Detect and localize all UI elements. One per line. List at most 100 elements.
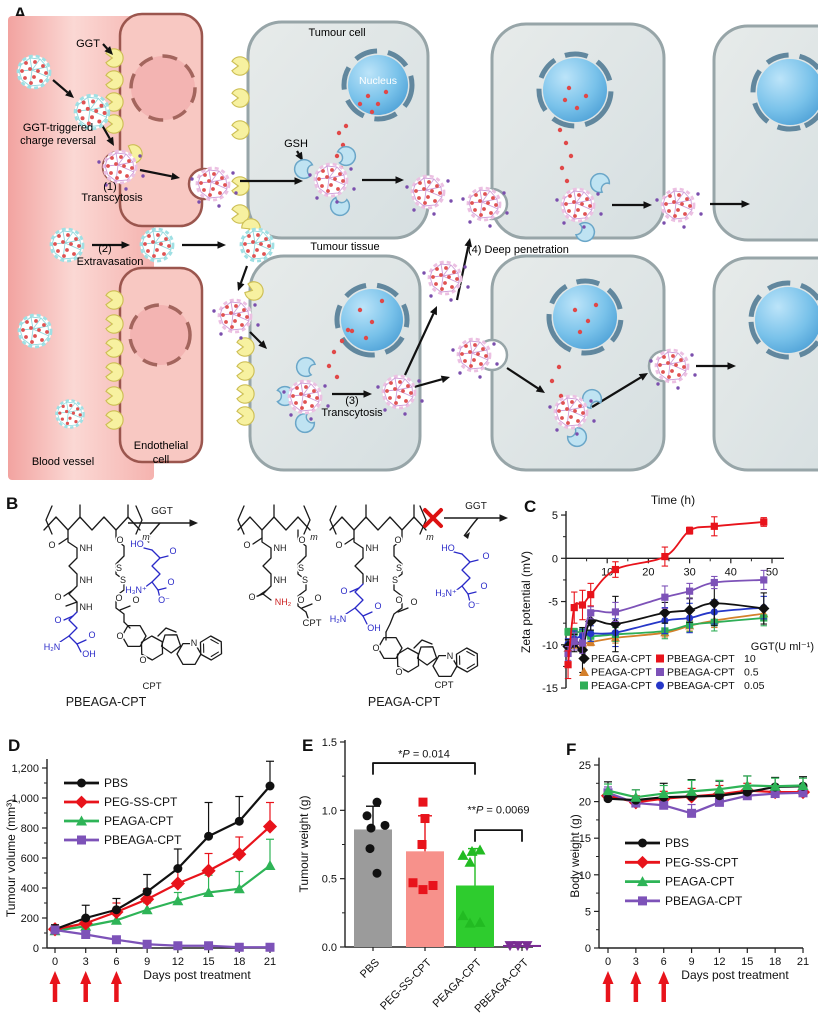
x-category-label: PBS — [358, 957, 382, 981]
flow-arrow — [296, 150, 300, 155]
atom-label: O — [243, 540, 250, 550]
atom-label: O — [314, 593, 321, 603]
data-marker — [587, 609, 595, 617]
data-marker — [418, 885, 428, 895]
significance-bracket — [474, 829, 523, 843]
bar — [406, 851, 444, 947]
atom-label: OH — [367, 623, 381, 633]
drug-molecule-dot — [572, 307, 578, 313]
bond-line — [157, 627, 177, 637]
data-marker — [233, 883, 245, 894]
data-marker — [658, 788, 670, 799]
legend-entry: PBEAGA-CPT — [667, 653, 735, 665]
flow-arrowhead — [395, 176, 404, 184]
step1-label: Transcytosis — [81, 192, 143, 204]
data-marker — [638, 896, 647, 906]
bond-line — [119, 605, 131, 611]
series-line — [606, 784, 805, 799]
nanoparticle-pink-icon — [217, 298, 253, 334]
data-marker — [686, 527, 694, 535]
data-marker — [141, 904, 153, 915]
data-marker — [686, 587, 694, 595]
atom-label: O — [139, 655, 146, 665]
drug-molecule-dot — [379, 298, 385, 304]
drug-molecule-dot — [563, 140, 569, 146]
data-marker — [172, 895, 184, 906]
y-tick-label: 5 — [585, 906, 591, 918]
atom-label: GGT — [465, 501, 487, 512]
ggt-catalysis-curve — [144, 522, 161, 541]
data-marker — [474, 916, 486, 927]
data-marker — [50, 925, 60, 935]
bond-line — [63, 615, 74, 621]
data-marker — [262, 819, 278, 834]
bond-line — [65, 601, 78, 607]
data-marker — [362, 811, 372, 821]
significance-bracket — [372, 762, 476, 775]
nanoparticle-pink-icon — [287, 379, 323, 415]
data-marker — [637, 876, 648, 887]
atom-label: m — [310, 532, 318, 542]
atom-label: NH — [274, 543, 287, 553]
data-marker — [579, 667, 589, 676]
bond-line — [329, 505, 337, 535]
panel-a-diagram: GGT GGT-triggered charge reversal (1) Tr… — [8, 12, 818, 480]
data-marker — [578, 652, 590, 665]
bond-line — [385, 529, 403, 633]
legend-entry: PBEAGA-CPT — [667, 680, 735, 692]
atom-label: O — [54, 592, 61, 602]
x-tick-label: 21 — [264, 956, 276, 968]
bond-line — [63, 589, 74, 597]
data-marker — [760, 576, 768, 584]
tumour-tissue-label: Tumour tissue — [310, 241, 379, 253]
x-tick-label: 6 — [113, 956, 119, 968]
x-tick-label: 40 — [725, 566, 737, 578]
data-marker — [457, 849, 469, 860]
data-marker — [76, 815, 87, 826]
drug-molecule-dot — [559, 165, 565, 171]
atom-label: O — [340, 586, 347, 596]
y-tick-label: 5 — [552, 510, 558, 522]
data-marker — [234, 816, 244, 826]
atom-label: HO — [441, 543, 455, 553]
cpt-ring — [416, 646, 438, 666]
tumour-nucleus — [348, 55, 408, 115]
flow-arrowhead — [643, 201, 652, 209]
nanoparticle-cyan-icon — [239, 227, 275, 263]
bond-line — [469, 559, 479, 563]
flow-arrowhead — [106, 136, 114, 146]
flow-arrow — [239, 265, 249, 284]
nanoparticle-pink-icon — [102, 149, 138, 185]
bond-line — [362, 615, 368, 625]
data-marker — [587, 629, 595, 638]
atom-label: HO — [130, 539, 144, 549]
atom-label: O — [374, 601, 381, 611]
flow-arrowhead — [440, 375, 450, 383]
nuclear-envelope-ring — [334, 282, 410, 358]
step2-label: Extravasation — [77, 256, 144, 268]
legend-entry: PBEAGA-CPT — [665, 894, 743, 908]
cpt-ring — [455, 647, 479, 673]
bond-line — [349, 587, 360, 593]
x-axis-label: Days post treatment — [681, 968, 789, 982]
x-tick-label: 10 — [601, 566, 613, 578]
bond-line — [303, 505, 311, 535]
bond-line — [157, 587, 167, 591]
tumour-nucleus — [553, 285, 617, 349]
legend-value: 0.5 — [744, 667, 759, 679]
data-marker — [408, 878, 418, 888]
bond-line — [453, 551, 463, 555]
nanoparticle-pink-icon — [456, 337, 492, 373]
y-tick-label: 15 — [579, 833, 591, 845]
x-tick-label: 15 — [741, 956, 753, 968]
drug-molecule-dot — [334, 374, 340, 380]
x-tick-label: 18 — [233, 956, 245, 968]
ggt-catalysis-arrowhead — [464, 532, 470, 539]
data-marker — [170, 876, 185, 891]
nanoparticle-pink-icon — [654, 348, 690, 384]
drug-molecule-dot — [345, 327, 351, 333]
atom-label: O — [372, 643, 379, 653]
flow-arrowhead — [258, 340, 267, 349]
nanoparticle-cyan-icon — [139, 227, 175, 263]
data-marker — [75, 795, 88, 809]
